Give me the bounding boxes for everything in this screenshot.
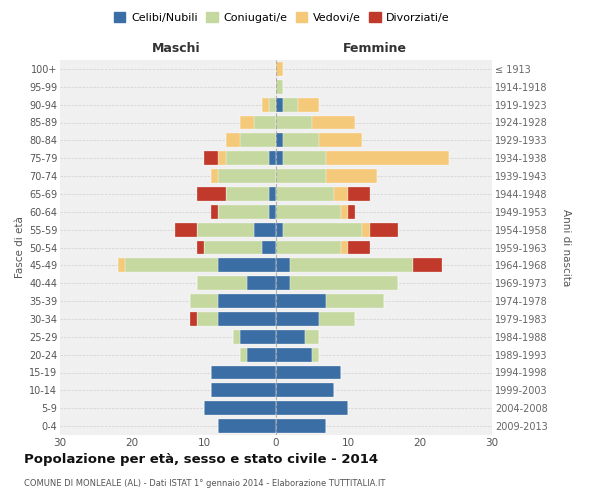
Bar — [276, 330, 305, 344]
Bar — [283, 98, 298, 112]
Bar — [226, 187, 269, 201]
Bar — [254, 116, 276, 130]
Bar — [276, 384, 334, 398]
Bar — [204, 151, 218, 165]
Bar — [276, 258, 290, 272]
Bar — [276, 366, 341, 380]
Bar — [125, 258, 218, 272]
Bar — [348, 187, 370, 201]
Bar — [175, 222, 197, 236]
Bar — [276, 312, 319, 326]
Bar — [413, 258, 442, 272]
Bar — [211, 366, 276, 380]
Bar — [218, 419, 276, 433]
Bar — [218, 294, 276, 308]
Bar — [276, 80, 283, 94]
Bar — [362, 222, 370, 236]
Bar — [262, 240, 276, 254]
Bar — [341, 205, 348, 219]
Bar — [348, 240, 370, 254]
Bar — [240, 116, 254, 130]
Bar — [370, 222, 398, 236]
Bar — [276, 348, 312, 362]
Y-axis label: Anni di nascita: Anni di nascita — [562, 209, 571, 286]
Bar — [240, 348, 247, 362]
Bar — [218, 169, 276, 183]
Bar — [341, 240, 348, 254]
Text: Maschi: Maschi — [152, 42, 201, 55]
Bar — [197, 187, 226, 201]
Bar — [276, 151, 283, 165]
Bar — [190, 294, 218, 308]
Bar — [276, 294, 326, 308]
Y-axis label: Fasce di età: Fasce di età — [14, 216, 25, 278]
Bar — [326, 151, 449, 165]
Bar — [348, 205, 355, 219]
Bar — [276, 205, 341, 219]
Bar — [319, 134, 362, 147]
Bar — [247, 276, 276, 290]
Bar — [283, 222, 362, 236]
Bar — [276, 187, 334, 201]
Bar — [218, 205, 269, 219]
Bar — [290, 258, 413, 272]
Text: COMUNE DI MONLEALE (AL) - Dati ISTAT 1° gennaio 2014 - Elaborazione TUTTITALIA.I: COMUNE DI MONLEALE (AL) - Dati ISTAT 1° … — [24, 478, 385, 488]
Bar — [240, 330, 276, 344]
Bar — [276, 62, 283, 76]
Bar — [233, 330, 240, 344]
Bar — [269, 151, 276, 165]
Bar — [197, 222, 254, 236]
Bar — [276, 240, 341, 254]
Bar — [197, 240, 204, 254]
Bar — [247, 348, 276, 362]
Bar — [254, 222, 276, 236]
Bar — [276, 116, 312, 130]
Bar — [218, 258, 276, 272]
Bar — [197, 312, 218, 326]
Bar — [240, 134, 276, 147]
Bar — [276, 276, 290, 290]
Bar — [226, 151, 269, 165]
Bar — [218, 151, 226, 165]
Bar — [211, 205, 218, 219]
Bar — [326, 294, 384, 308]
Bar — [190, 312, 197, 326]
Bar — [276, 222, 283, 236]
Bar — [118, 258, 125, 272]
Bar — [290, 276, 398, 290]
Bar — [218, 312, 276, 326]
Bar — [276, 401, 348, 415]
Bar — [312, 348, 319, 362]
Bar — [319, 312, 355, 326]
Bar — [276, 98, 283, 112]
Bar — [269, 98, 276, 112]
Bar — [276, 134, 283, 147]
Bar — [283, 134, 319, 147]
Text: Popolazione per età, sesso e stato civile - 2014: Popolazione per età, sesso e stato civil… — [24, 452, 378, 466]
Text: Femmine: Femmine — [343, 42, 407, 55]
Bar — [283, 151, 326, 165]
Bar — [204, 401, 276, 415]
Bar — [211, 169, 218, 183]
Bar — [298, 98, 319, 112]
Bar — [276, 419, 326, 433]
Bar — [211, 384, 276, 398]
Bar — [305, 330, 319, 344]
Bar — [269, 187, 276, 201]
Bar — [226, 134, 240, 147]
Bar — [276, 169, 326, 183]
Bar — [334, 187, 348, 201]
Legend: Celibi/Nubili, Coniugati/e, Vedovi/e, Divorziati/e: Celibi/Nubili, Coniugati/e, Vedovi/e, Di… — [110, 8, 454, 28]
Bar — [197, 276, 247, 290]
Bar — [312, 116, 355, 130]
Bar — [204, 240, 262, 254]
Bar — [269, 205, 276, 219]
Bar — [326, 169, 377, 183]
Bar — [262, 98, 269, 112]
